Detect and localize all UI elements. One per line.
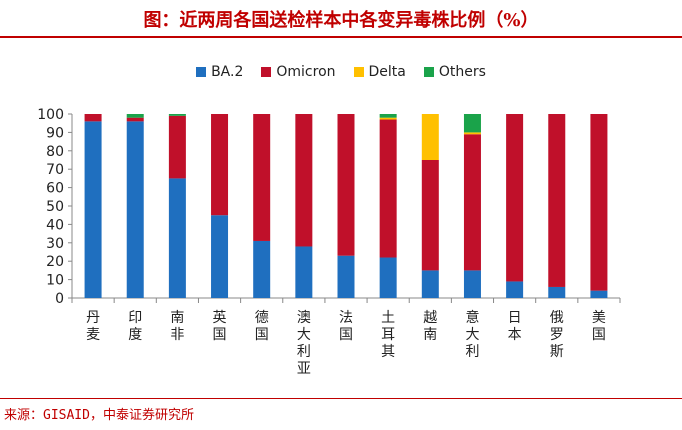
bar-segment-ba-2 xyxy=(338,256,355,298)
bar-segment-omicron xyxy=(338,114,355,256)
legend-swatch xyxy=(354,67,364,77)
y-tick-label: 80 xyxy=(46,144,64,160)
bar-segment-ba-2 xyxy=(380,258,397,298)
x-category-label: 度 xyxy=(128,327,142,343)
x-category-label: 耳 xyxy=(381,327,395,343)
chart-legend: BA.2 Omicron Delta Others xyxy=(0,64,682,80)
bar-segment-omicron xyxy=(295,114,312,246)
bar-segment-omicron xyxy=(548,114,565,287)
bar-segment-omicron xyxy=(506,114,523,281)
bar-segment-omicron xyxy=(380,120,397,258)
legend-swatch xyxy=(261,67,271,77)
y-tick-label: 40 xyxy=(46,217,64,233)
source-note: 来源：GISAID，中泰证券研究所 xyxy=(4,404,194,423)
bar-segment-ba-2 xyxy=(253,241,270,298)
x-category-label: 非 xyxy=(170,327,184,343)
y-tick-label: 10 xyxy=(46,273,64,289)
x-category-label: 国 xyxy=(213,327,227,343)
legend-label: Omicron xyxy=(276,64,335,80)
x-category-label: 俄 xyxy=(550,310,564,326)
x-category-label: 大 xyxy=(465,327,479,343)
bar-segment-ba-2 xyxy=(590,291,607,298)
bar-segment-ba-2 xyxy=(211,215,228,298)
x-category-label: 日 xyxy=(508,310,522,326)
bar-segment-others xyxy=(127,114,144,118)
source-divider xyxy=(0,398,682,399)
bar-segment-omicron xyxy=(85,114,102,121)
y-tick-label: 90 xyxy=(46,125,64,141)
title-divider xyxy=(0,36,682,38)
bar-segment-omicron xyxy=(253,114,270,241)
x-category-label: 罗 xyxy=(550,327,564,343)
bar-segment-delta xyxy=(464,132,481,134)
legend-item-omicron: Omicron xyxy=(261,64,335,80)
bar-segment-omicron xyxy=(211,114,228,215)
bar-segment-delta xyxy=(380,118,397,120)
legend-label: Delta xyxy=(369,64,406,80)
chart-title: 图：近两周各国送检样本中各变异毒株比例（%） xyxy=(0,6,682,32)
legend-swatch xyxy=(196,67,206,77)
bar-segment-ba-2 xyxy=(127,121,144,298)
bar-segment-ba-2 xyxy=(548,287,565,298)
legend-item-ba-2: BA.2 xyxy=(196,64,243,80)
x-category-label: 南 xyxy=(170,310,184,326)
legend-label: Others xyxy=(439,64,486,80)
legend-item-delta: Delta xyxy=(354,64,406,80)
bar-segment-omicron xyxy=(590,114,607,291)
bar-segment-omicron xyxy=(464,134,481,270)
x-category-label: 美 xyxy=(592,310,606,326)
y-tick-label: 50 xyxy=(46,199,64,215)
bar-segment-omicron xyxy=(127,118,144,122)
x-category-label: 利 xyxy=(465,344,479,360)
legend-swatch xyxy=(424,67,434,77)
x-category-label: 大 xyxy=(297,327,311,343)
x-category-label: 法 xyxy=(339,310,353,326)
stacked-bar-chart: 0102030405060708090100丹麦印度南非英国德国澳大利亚法国土耳… xyxy=(0,92,682,398)
y-tick-label: 0 xyxy=(55,291,64,307)
bar-segment-ba-2 xyxy=(422,270,439,298)
bar-segment-omicron xyxy=(422,160,439,270)
x-category-label: 国 xyxy=(255,327,269,343)
x-category-label: 本 xyxy=(508,327,522,343)
x-category-label: 越 xyxy=(423,310,437,326)
bar-segment-ba-2 xyxy=(295,246,312,298)
bar-segment-delta xyxy=(422,114,439,160)
bar-segment-others xyxy=(169,114,186,116)
bar-segment-others xyxy=(464,114,481,132)
bar-segment-ba-2 xyxy=(464,270,481,298)
x-category-label: 麦 xyxy=(86,327,100,343)
y-tick-label: 70 xyxy=(46,162,64,178)
legend-label: BA.2 xyxy=(211,64,243,80)
title-bar: 图：近两周各国送检样本中各变异毒株比例（%） xyxy=(0,0,682,38)
bar-segment-ba-2 xyxy=(85,121,102,298)
x-category-label: 土 xyxy=(381,310,395,326)
x-category-label: 亚 xyxy=(297,361,311,377)
y-tick-label: 60 xyxy=(46,181,64,197)
x-category-label: 英 xyxy=(213,309,227,326)
bar-segment-ba-2 xyxy=(506,281,523,298)
x-category-label: 国 xyxy=(592,327,606,343)
x-category-label: 斯 xyxy=(550,344,564,360)
x-category-label: 澳 xyxy=(297,310,311,326)
y-tick-label: 100 xyxy=(37,107,64,123)
x-category-label: 德 xyxy=(255,310,269,326)
x-category-label: 南 xyxy=(423,327,437,343)
x-category-label: 意 xyxy=(465,309,479,326)
x-category-label: 国 xyxy=(339,327,353,343)
x-category-label: 其 xyxy=(381,344,395,360)
x-category-label: 丹 xyxy=(86,310,100,326)
y-tick-label: 20 xyxy=(46,254,64,270)
y-tick-label: 30 xyxy=(46,236,64,252)
bar-segment-ba-2 xyxy=(169,178,186,298)
x-category-label: 利 xyxy=(297,344,311,360)
legend-item-others: Others xyxy=(424,64,486,80)
bar-segment-omicron xyxy=(169,116,186,179)
bar-segment-others xyxy=(380,114,397,118)
x-category-label: 印 xyxy=(128,310,142,326)
